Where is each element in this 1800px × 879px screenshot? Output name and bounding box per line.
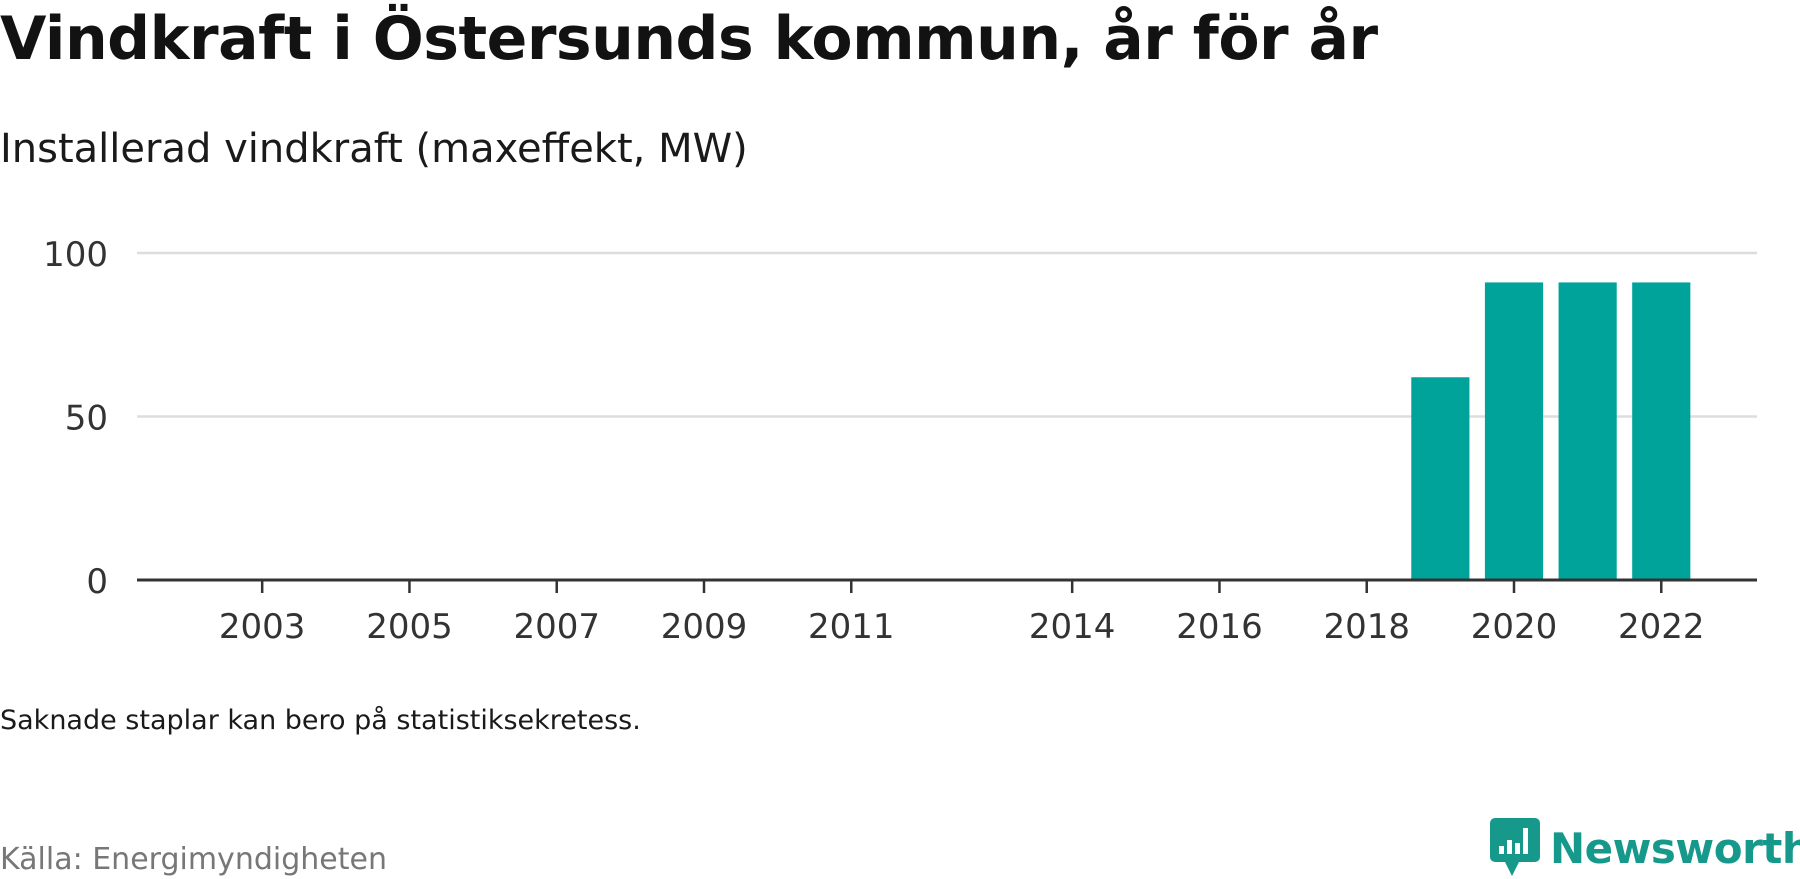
x-tick-label-2007: 2007 [513,607,600,647]
x-tick-label-2018: 2018 [1323,607,1410,647]
x-tick-label-2005: 2005 [366,607,453,647]
x-tick-label-2011: 2011 [808,607,895,647]
x-tick-label-2020: 2020 [1471,607,1558,647]
bar-2022 [1632,282,1691,580]
bar-chart: 0 50 100 2003 2005 2007 2009 2011 2014 2016 2018 20… [43,235,1757,647]
x-tick-label-2022: 2022 [1618,607,1705,647]
y-tick-label-0: 0 [86,562,108,602]
x-tick-label-2014: 2014 [1029,607,1116,647]
newsworthy-logo-icon [1490,818,1540,876]
y-tick-label-100: 100 [43,235,108,275]
y-tick-label-50: 50 [65,399,108,439]
x-tick-label-2016: 2016 [1176,607,1263,647]
chart-title: Vindkraft i Östersunds kommun, år för år [0,4,1378,74]
newsworthy-logo: Newsworthy [1490,818,1800,878]
bar-2019 [1411,377,1470,580]
bar-2021 [1558,282,1617,580]
bar-2020 [1484,282,1544,580]
x-tick-label-2009: 2009 [661,607,748,647]
source-credit: Källa: Energimyndigheten [0,842,387,877]
chart-subtitle: Installerad vindkraft (maxeffekt, MW) [0,126,748,172]
brand-name: Newsworthy [1550,823,1800,873]
footnote: Saknade staplar kan bero på statistiksek… [0,705,641,736]
x-tick-label-2003: 2003 [219,607,306,647]
